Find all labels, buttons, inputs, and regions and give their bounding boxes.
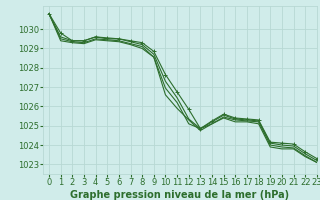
X-axis label: Graphe pression niveau de la mer (hPa): Graphe pression niveau de la mer (hPa) bbox=[70, 190, 290, 200]
